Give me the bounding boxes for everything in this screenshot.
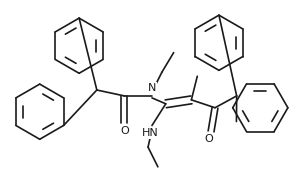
Text: O: O [205, 134, 214, 144]
Text: O: O [120, 126, 129, 136]
Text: N: N [148, 83, 156, 93]
Text: HN: HN [142, 128, 158, 138]
